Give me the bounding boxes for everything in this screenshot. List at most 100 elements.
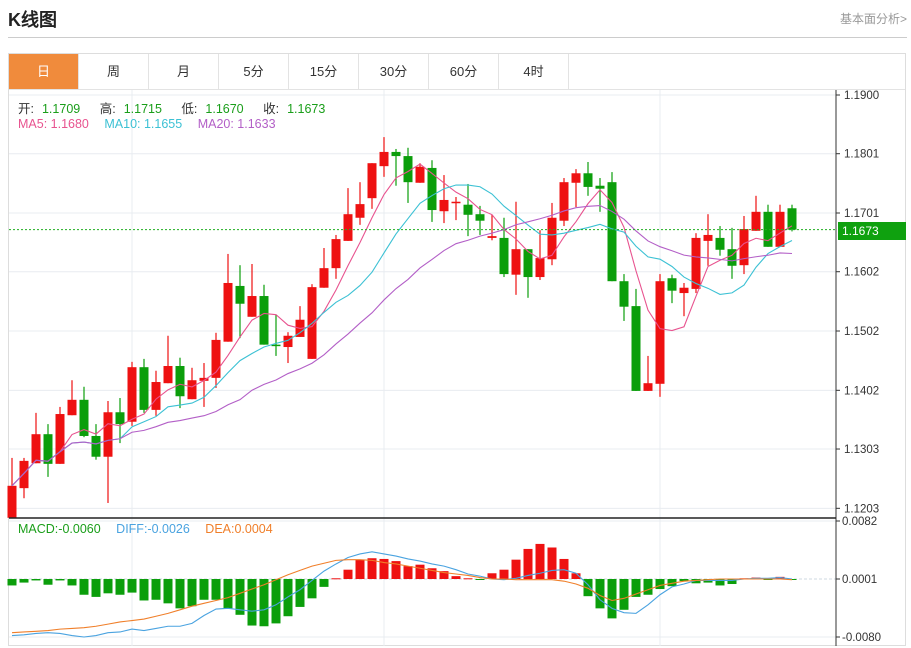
candle [403,147,413,203]
low-label: 低: [181,102,198,116]
candle-body [775,211,785,247]
candle [43,424,53,477]
candle [775,204,785,247]
candle-body [115,412,125,425]
macd-bar [667,579,677,587]
tab-4hour[interactable]: 4时 [499,54,569,89]
y-tick-label: 1.1502 [844,326,879,338]
candle [715,226,725,256]
fundamental-analysis-link[interactable]: 基本面分析> [839,12,907,26]
diff-line [11,551,793,638]
ma10-line [11,184,793,487]
candle [367,163,377,209]
candle-body [139,367,149,410]
candle-body [319,268,329,288]
macd-bar [607,579,617,619]
candle-body [535,258,545,278]
tab-30min[interactable]: 30分 [359,54,429,89]
candle-body [583,173,593,187]
tab-60min[interactable]: 60分 [429,54,499,89]
macd-bar [679,579,689,582]
candle [355,182,365,225]
candle-body [55,414,65,464]
macd-bar [475,579,485,580]
tab-15min[interactable]: 15分 [289,54,359,89]
tab-month[interactable]: 月 [149,54,219,89]
candle-body [643,383,653,391]
candle-body [451,201,461,204]
macd-bar [415,564,425,579]
low-value: 1.1670 [205,102,244,116]
candle [331,234,341,279]
candle-body [499,237,509,275]
macd-bar [439,571,449,579]
macd-bar [343,569,353,579]
candle-body [223,282,233,342]
candle [307,284,317,359]
macd-panel [7,543,797,638]
candle [655,274,665,397]
macd-bar [487,573,497,579]
candle-body [259,296,269,345]
macd-bar [55,579,65,581]
candle [139,358,149,413]
candle-body [679,287,689,294]
candle-body [343,214,353,241]
candle [151,370,161,416]
ma20-legend: MA20: 1.1633 [197,117,276,131]
macd-bar [367,558,377,579]
candle-body [403,156,413,183]
candle [619,274,629,321]
macd-bar [271,579,281,624]
macd-bar [91,579,101,597]
close-value: 1.1673 [287,102,326,116]
tab-5min[interactable]: 5分 [219,54,289,89]
candle-body [595,185,605,189]
macd-bar [547,547,557,579]
tab-day[interactable]: 日 [9,54,79,89]
candle [379,137,389,177]
candle-body [631,306,641,391]
ma20-line [11,204,793,487]
macd-bar [103,579,113,594]
diff-legend-value: DIFF:-0.0026 [116,522,190,536]
macd-bar [19,579,29,583]
candle [427,160,437,222]
period-tabs: 日 周 月 5分 15分 30分 60分 4时 [9,54,569,89]
macd-bar [391,561,401,579]
tab-divider [9,89,905,90]
macd-bar [115,579,125,595]
macd-bar [643,579,653,595]
candle [643,355,653,391]
candle-body [511,249,521,275]
candle [187,367,197,400]
candle-body [763,211,773,247]
candle-body [571,173,581,183]
moving-averages [11,163,793,487]
candle-body [79,399,89,436]
candle [127,361,137,426]
candle [343,188,353,241]
open-value: 1.1709 [41,102,81,116]
macd-bar [451,576,461,579]
high-label: 高: [99,102,116,116]
candle [55,406,65,464]
macd-bar [151,579,161,600]
macd-bar [715,579,725,586]
candle [175,357,185,409]
macd-y-tick-label: -0.0080 [842,632,881,644]
candle [523,249,533,298]
macd-bar [535,543,545,579]
macd-bar [187,579,197,607]
candle [391,148,401,186]
candle-body [247,296,257,317]
macd-bar [283,579,293,617]
ma5-legend: MA5: 1.1680 [18,117,89,131]
candle-body [151,382,161,410]
tab-week[interactable]: 周 [79,54,149,89]
macd-bar [211,579,221,600]
macd-bar [427,568,437,579]
macd-bar [523,548,533,579]
candle [595,178,605,212]
